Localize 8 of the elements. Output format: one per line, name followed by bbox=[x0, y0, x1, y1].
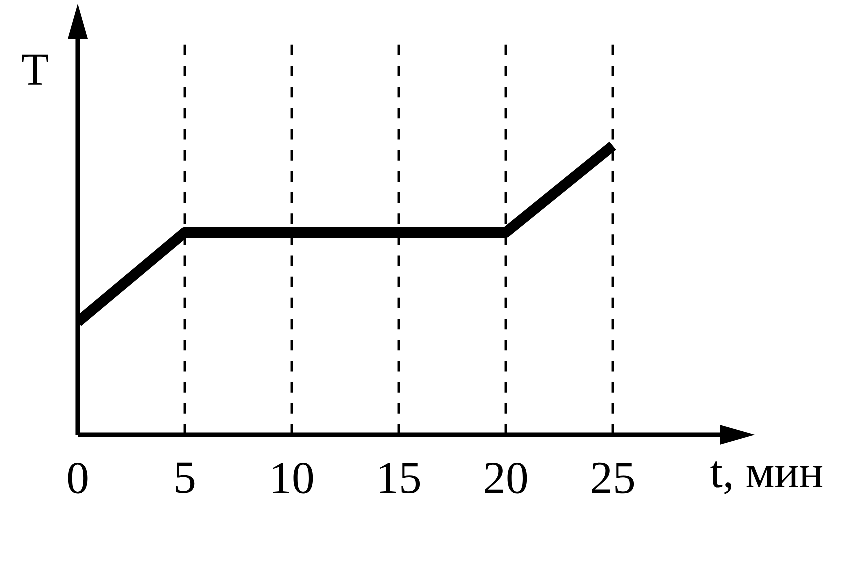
x-tick-label: 10 bbox=[273, 462, 314, 494]
x-tick-label: 25 bbox=[592, 462, 634, 494]
x-tick-label: 20 bbox=[485, 462, 528, 494]
x-tick-label: 0 bbox=[68, 462, 88, 494]
x-axis-title: t, мин bbox=[710, 462, 823, 494]
y-axis-title: T bbox=[22, 54, 48, 85]
x-tick-label: 15 bbox=[380, 462, 420, 494]
x-tick-label: 5 bbox=[176, 462, 195, 494]
